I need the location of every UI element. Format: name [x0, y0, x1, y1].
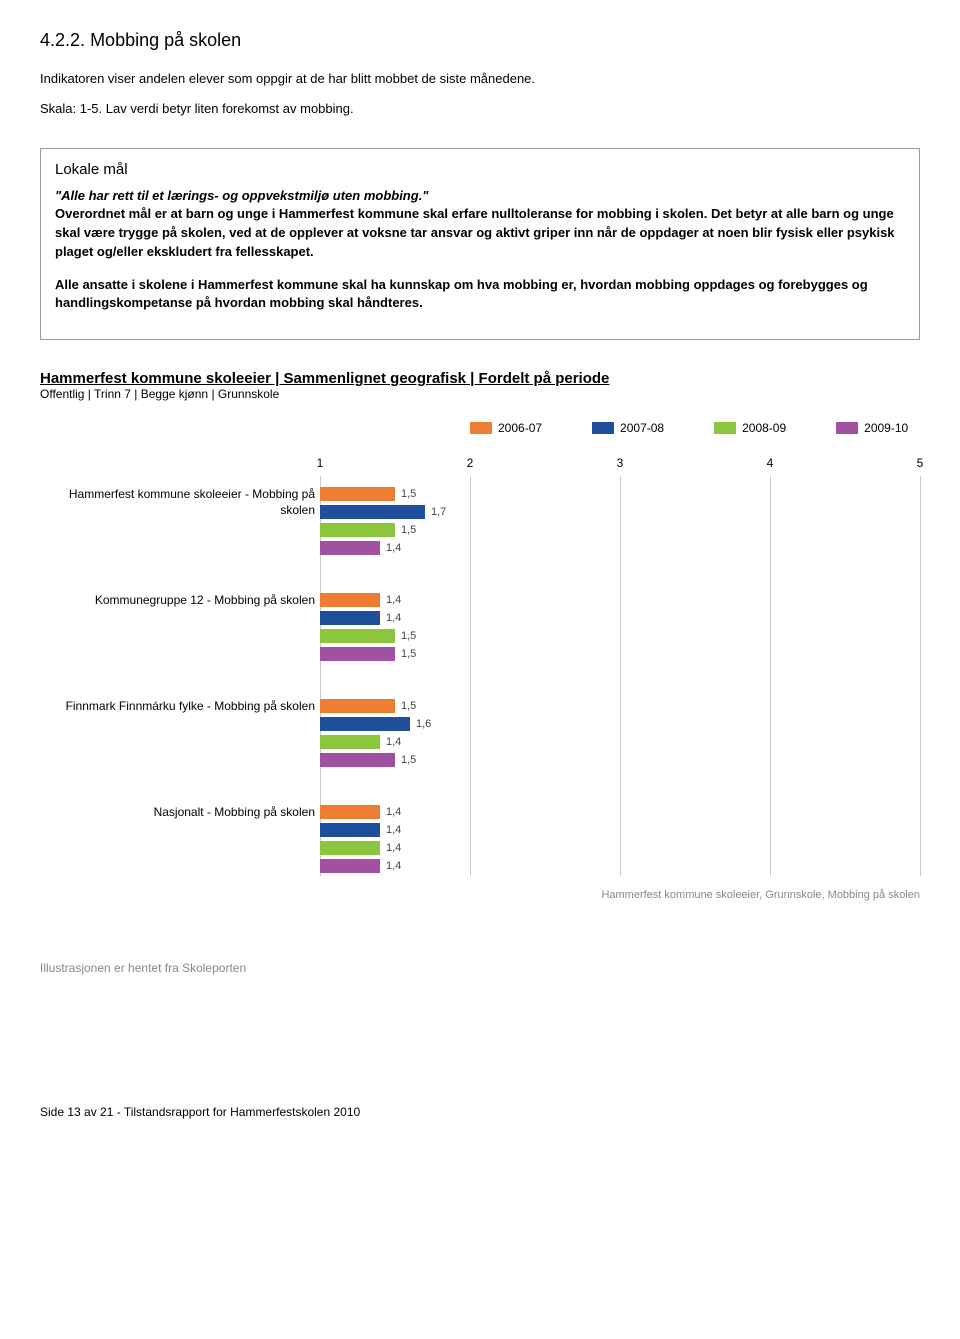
x-axis-tick: 2 — [467, 456, 474, 470]
bar-value-label: 1,4 — [386, 860, 401, 872]
bar-group: Hammerfest kommune skoleeier - Mobbing p… — [40, 476, 920, 582]
bar-row: 1,4 — [320, 540, 920, 556]
bar — [320, 841, 380, 855]
bar-group: Finnmark Finnmárku fylke - Mobbing på sk… — [40, 688, 920, 794]
bar-row: 1,4 — [320, 822, 920, 838]
x-axis-tick: 4 — [767, 456, 774, 470]
bar-row: 1,5 — [320, 752, 920, 768]
x-axis-tick: 1 — [317, 456, 324, 470]
gridline — [920, 476, 921, 876]
legend-swatch — [836, 422, 858, 434]
chart-caption: Illustrasjonen er hentet fra Skoleporten — [40, 961, 920, 975]
bar — [320, 523, 395, 537]
legend-item: 2007-08 — [592, 421, 664, 435]
bar — [320, 753, 395, 767]
bar-value-label: 1,6 — [416, 718, 431, 730]
bar-group: Kommunegruppe 12 - Mobbing på skolen1,41… — [40, 582, 920, 688]
bar-row: 1,4 — [320, 592, 920, 608]
bar — [320, 805, 380, 819]
legend-label: 2008-09 — [742, 421, 786, 435]
legend-label: 2006-07 — [498, 421, 542, 435]
bar-row: 1,6 — [320, 716, 920, 732]
bar-group: Nasjonalt - Mobbing på skolen1,41,41,41,… — [40, 794, 920, 900]
bar-value-label: 1,5 — [401, 754, 416, 766]
intro-paragraph-2: Skala: 1-5. Lav verdi betyr liten foreko… — [40, 99, 920, 119]
bar — [320, 541, 380, 555]
bar — [320, 505, 425, 519]
box-quote: "Alle har rett til et lærings- og oppvek… — [55, 188, 905, 203]
bar-row: 1,4 — [320, 804, 920, 820]
bars-container: 1,51,61,41,5 — [320, 698, 920, 768]
box-paragraph-2: Alle ansatte i skolene i Hammerfest komm… — [55, 276, 905, 314]
bar-row: 1,4 — [320, 858, 920, 874]
x-axis-tick: 3 — [617, 456, 624, 470]
bar — [320, 823, 380, 837]
bar-value-label: 1,5 — [401, 700, 416, 712]
bar-value-label: 1,4 — [386, 842, 401, 854]
bar — [320, 859, 380, 873]
bar — [320, 611, 380, 625]
bars-container: 1,4 1,4 1,4 1,4 — [320, 804, 920, 874]
box-paragraph-1: Overordnet mål er at barn og unge i Hamm… — [55, 205, 905, 262]
bar — [320, 735, 380, 749]
bar — [320, 629, 395, 643]
bar-value-label: 1,5 — [401, 648, 416, 660]
bar — [320, 647, 395, 661]
bar-row: 1,7 — [320, 504, 920, 520]
chart-source-label: Hammerfest kommune skoleeier, Grunnskole… — [601, 889, 920, 901]
bar-row: 1,5 — [320, 522, 920, 538]
bar-value-label: 1,4 — [386, 806, 401, 818]
group-label: Hammerfest kommune skoleeier - Mobbing p… — [40, 486, 315, 518]
bar-row: 1,5 — [320, 646, 920, 662]
chart-title: Hammerfest kommune skoleeier | Sammenlig… — [40, 370, 920, 387]
bar-value-label: 1,4 — [386, 736, 401, 748]
local-goals-box: Lokale mål "Alle har rett til et lærings… — [40, 148, 920, 340]
intro-paragraph-1: Indikatoren viser andelen elever som opp… — [40, 69, 920, 89]
bar-row: 1,4 — [320, 840, 920, 856]
bar-groups: Hammerfest kommune skoleeier - Mobbing p… — [40, 476, 920, 900]
bar-value-label: 1,5 — [401, 488, 416, 500]
box-title: Lokale mål — [55, 161, 905, 178]
bar-chart: 2006-072007-082008-092009-10 12345 Hamme… — [40, 421, 920, 901]
group-label: Finnmark Finnmárku fylke - Mobbing på sk… — [40, 698, 315, 714]
bar — [320, 717, 410, 731]
legend-item: 2009-10 — [836, 421, 908, 435]
x-axis: 12345 — [320, 456, 920, 476]
bar — [320, 487, 395, 501]
legend-swatch — [470, 422, 492, 434]
bar-row: 1,5 — [320, 698, 920, 714]
section-heading: 4.2.2. Mobbing på skolen — [40, 30, 920, 51]
bars-container: 1,51,71,51,4 — [320, 486, 920, 556]
bar-value-label: 1,5 — [401, 524, 416, 536]
bar-value-label: 1,7 — [431, 506, 446, 518]
legend-item: 2008-09 — [714, 421, 786, 435]
legend-item: 2006-07 — [470, 421, 542, 435]
chart-subtitle: Offentlig | Trinn 7 | Begge kjønn | Grun… — [40, 387, 920, 401]
section-title: Mobbing på skolen — [90, 30, 241, 50]
bar-value-label: 1,4 — [386, 612, 401, 624]
group-label: Kommunegruppe 12 - Mobbing på skolen — [40, 592, 315, 608]
section-number: 4.2.2. — [40, 30, 85, 50]
bar-value-label: 1,4 — [386, 594, 401, 606]
page-footer: Side 13 av 21 - Tilstandsrapport for Ham… — [40, 1105, 920, 1119]
legend-swatch — [714, 422, 736, 434]
bar-value-label: 1,4 — [386, 824, 401, 836]
x-axis-tick: 5 — [917, 456, 924, 470]
bars-container: 1,41,41,51,5 — [320, 592, 920, 662]
bar-row: 1,5 — [320, 628, 920, 644]
bar-row: 1,4 — [320, 734, 920, 750]
legend-label: 2007-08 — [620, 421, 664, 435]
bar-value-label: 1,4 — [386, 542, 401, 554]
legend-label: 2009-10 — [864, 421, 908, 435]
bar — [320, 593, 380, 607]
bar-row: 1,4 — [320, 610, 920, 626]
legend-swatch — [592, 422, 614, 434]
bar — [320, 699, 395, 713]
group-label: Nasjonalt - Mobbing på skolen — [40, 804, 315, 820]
bar-value-label: 1,5 — [401, 630, 416, 642]
bar-row: 1,5 — [320, 486, 920, 502]
chart-legend: 2006-07 2007-08 2008-09 2009-10 — [470, 421, 908, 435]
